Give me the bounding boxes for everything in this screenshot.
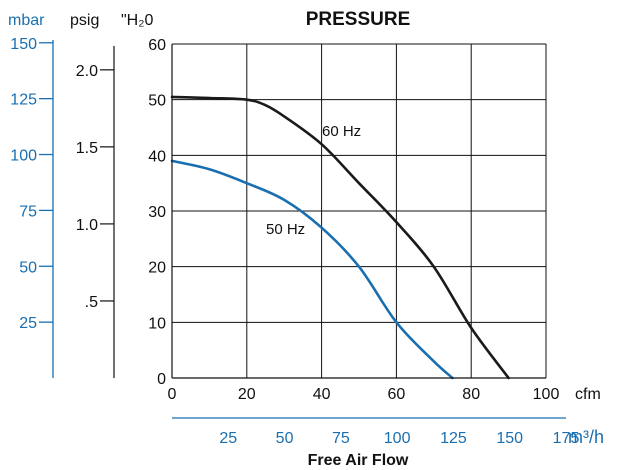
x-unit-secondary: m³/h: [568, 427, 604, 447]
series-50-hz-line: [170, 159, 454, 380]
psig-tick-label: 1.5: [76, 140, 98, 157]
grid-lines: [172, 43, 547, 378]
y-tick-label: 0: [157, 371, 166, 388]
y-tick-label: 30: [148, 204, 166, 221]
x-tick-label: 40: [313, 386, 331, 403]
chart-title: PRESSURE: [306, 9, 411, 30]
x-secondary-tick-label: 100: [384, 430, 411, 447]
mbar-tick-label: 75: [19, 203, 37, 220]
y-tick-label: 20: [148, 260, 166, 277]
y-tick-label: 10: [148, 315, 166, 332]
x-secondary-tick-label: 175: [553, 430, 580, 447]
psig-tick-label: 1.0: [76, 217, 98, 234]
x-unit-primary: cfm: [575, 386, 601, 403]
series-60-hz-label: 60 Hz: [322, 123, 361, 140]
h2o-axis-label: "H₂0: [121, 12, 153, 29]
mbar-tick-label: 125: [10, 92, 37, 109]
x-secondary-tick-label: 50: [276, 430, 294, 447]
psig-tick-label: .5: [85, 294, 98, 311]
series-60-hz-line: [170, 95, 510, 380]
mbar-tick-label: 50: [19, 259, 37, 276]
axes: [39, 40, 566, 419]
series-lines: [170, 95, 510, 380]
x-tick-label: 60: [388, 386, 406, 403]
x-tick-label: 80: [462, 386, 480, 403]
x-secondary-tick-label: 25: [219, 430, 237, 447]
x-tick-label: 0: [168, 386, 177, 403]
x-secondary-tick-label: 125: [440, 430, 467, 447]
psig-axis-label: psig: [70, 12, 99, 29]
x-tick-label: 20: [238, 386, 256, 403]
psig-tick-label: 2.0: [76, 63, 98, 80]
mbar-axis-label: mbar: [8, 12, 45, 29]
y-tick-label: 50: [148, 93, 166, 110]
x-tick-label: 100: [533, 386, 560, 403]
x-axis-title: Free Air Flow: [308, 452, 409, 469]
y-tick-label: 40: [148, 148, 166, 165]
mbar-tick-label: 100: [10, 148, 37, 165]
x-secondary-tick-label: 150: [496, 430, 523, 447]
series-50-hz-label: 50 Hz: [266, 221, 305, 238]
x-secondary-tick-label: 75: [332, 430, 350, 447]
y-tick-label: 60: [148, 37, 166, 54]
mbar-tick-label: 25: [19, 315, 37, 332]
mbar-tick-label: 150: [10, 36, 37, 53]
